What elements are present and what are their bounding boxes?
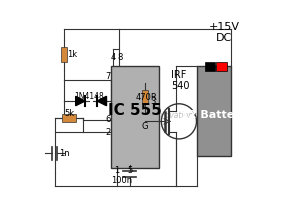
- Text: 1N4148: 1N4148: [75, 92, 104, 100]
- Text: 100n: 100n: [111, 176, 132, 185]
- Text: 7: 7: [105, 72, 111, 81]
- Text: 6: 6: [105, 115, 111, 124]
- Text: 470R: 470R: [135, 93, 157, 102]
- Text: Swagatam ovations: Swagatam ovations: [122, 112, 197, 120]
- Text: 4: 4: [110, 53, 116, 62]
- Bar: [111, 66, 159, 168]
- Text: 1n: 1n: [59, 149, 70, 158]
- Text: 1: 1: [114, 166, 119, 175]
- Text: +15V
DC: +15V DC: [208, 22, 239, 43]
- Polygon shape: [76, 96, 85, 106]
- Bar: [216, 62, 227, 71]
- Text: 8: 8: [117, 53, 122, 62]
- Bar: [61, 114, 76, 122]
- Polygon shape: [97, 96, 106, 106]
- Text: IRF
540: IRF 540: [171, 70, 190, 91]
- Text: 2: 2: [105, 128, 111, 137]
- Text: 12 Battery: 12 Battery: [181, 110, 247, 120]
- Text: 5: 5: [127, 166, 132, 175]
- Bar: [205, 62, 215, 71]
- Text: 3: 3: [151, 97, 156, 105]
- Text: G: G: [142, 122, 148, 131]
- Bar: [197, 66, 231, 156]
- Text: 5k: 5k: [64, 109, 74, 118]
- Bar: [61, 48, 67, 62]
- Text: 1k: 1k: [68, 50, 78, 59]
- Bar: [142, 90, 148, 104]
- Text: IC 555: IC 555: [108, 103, 162, 118]
